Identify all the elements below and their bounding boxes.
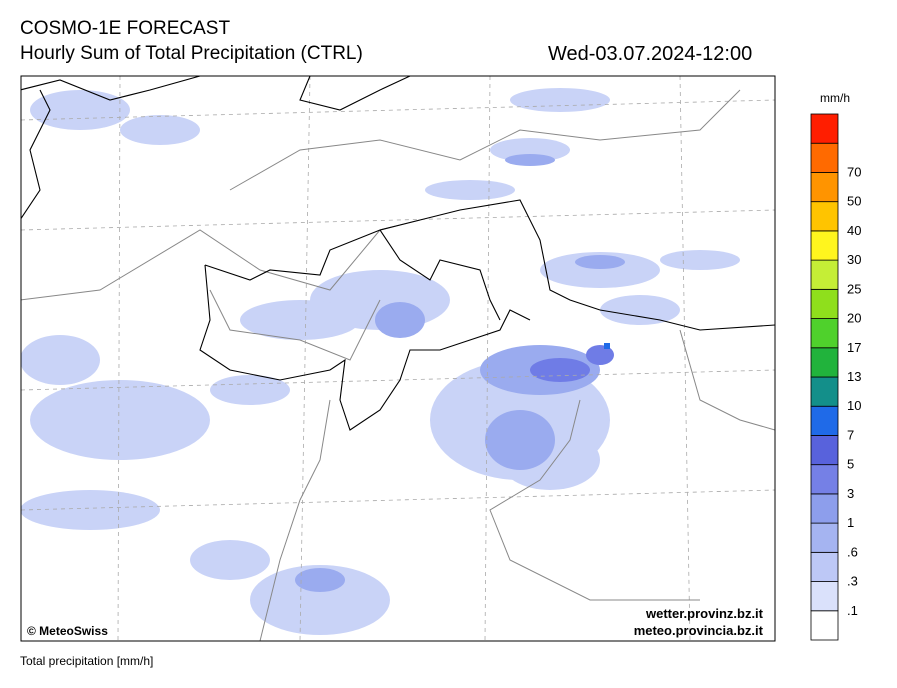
- colorbar-box: [810, 610, 839, 641]
- colorbar-label: 70: [847, 164, 861, 179]
- map-frame: [20, 75, 776, 642]
- precip-strong: [530, 345, 614, 382]
- colorbar-box: [810, 435, 839, 466]
- colorbar-box: [810, 581, 839, 612]
- datetime: Wed-03.07.2024-12:00: [548, 43, 753, 65]
- colorbar-box: [810, 288, 839, 319]
- caption: Total precipitation [mm/h]: [20, 654, 154, 668]
- precip-peak: [604, 343, 610, 349]
- colorbar-box: [810, 522, 839, 553]
- colorbar-label: .3: [847, 574, 858, 589]
- regional-borders: [21, 89, 775, 641]
- colorbar-label: 50: [847, 194, 861, 209]
- source-line: meteo.provincia.bz.it: [633, 623, 763, 638]
- colorbar-box: [810, 201, 839, 232]
- colorbar-label: 17: [847, 340, 861, 355]
- colorbar-box: [810, 464, 839, 495]
- colorbar-box: [810, 493, 839, 524]
- colorbar-box: [810, 113, 839, 144]
- country-borders: [21, 76, 775, 431]
- colorbar-box: [810, 230, 839, 261]
- colorbar-box: [810, 405, 839, 436]
- credit: © MeteoSwiss: [27, 624, 108, 638]
- colorbar-label: 3: [847, 486, 854, 501]
- graticule: [21, 76, 775, 641]
- colorbar-label: 10: [847, 398, 861, 413]
- colorbar-box: [810, 142, 839, 173]
- colorbar-label: 20: [847, 311, 861, 326]
- colorbar-label: 40: [847, 223, 861, 238]
- colorbar-label: 7: [847, 427, 854, 442]
- precip-medium: [295, 154, 625, 592]
- colorbar-label: 13: [847, 369, 861, 384]
- colorbar-box: [810, 551, 839, 582]
- source-line: wetter.provinz.bz.it: [645, 606, 763, 621]
- title: COSMO-1E FORECAST: [20, 18, 231, 39]
- subtitle: Hourly Sum of Total Precipitation (CTRL): [20, 43, 363, 64]
- colorbar-label: 30: [847, 252, 861, 267]
- colorbar-label: 1: [847, 515, 854, 530]
- colorbar-label: 5: [847, 457, 854, 472]
- colorbar-unit: mm/h: [820, 91, 850, 105]
- map: [21, 76, 775, 641]
- colorbar-box: [810, 347, 839, 378]
- colorbar-box: [810, 376, 839, 407]
- colorbar-box: [810, 259, 839, 290]
- colorbar-label: .1: [847, 603, 858, 618]
- precip-light: [21, 88, 740, 635]
- colorbar-label: .6: [847, 544, 858, 559]
- colorbar-box: [810, 172, 839, 203]
- colorbar-label: 25: [847, 281, 861, 296]
- colorbar-box: [810, 318, 839, 349]
